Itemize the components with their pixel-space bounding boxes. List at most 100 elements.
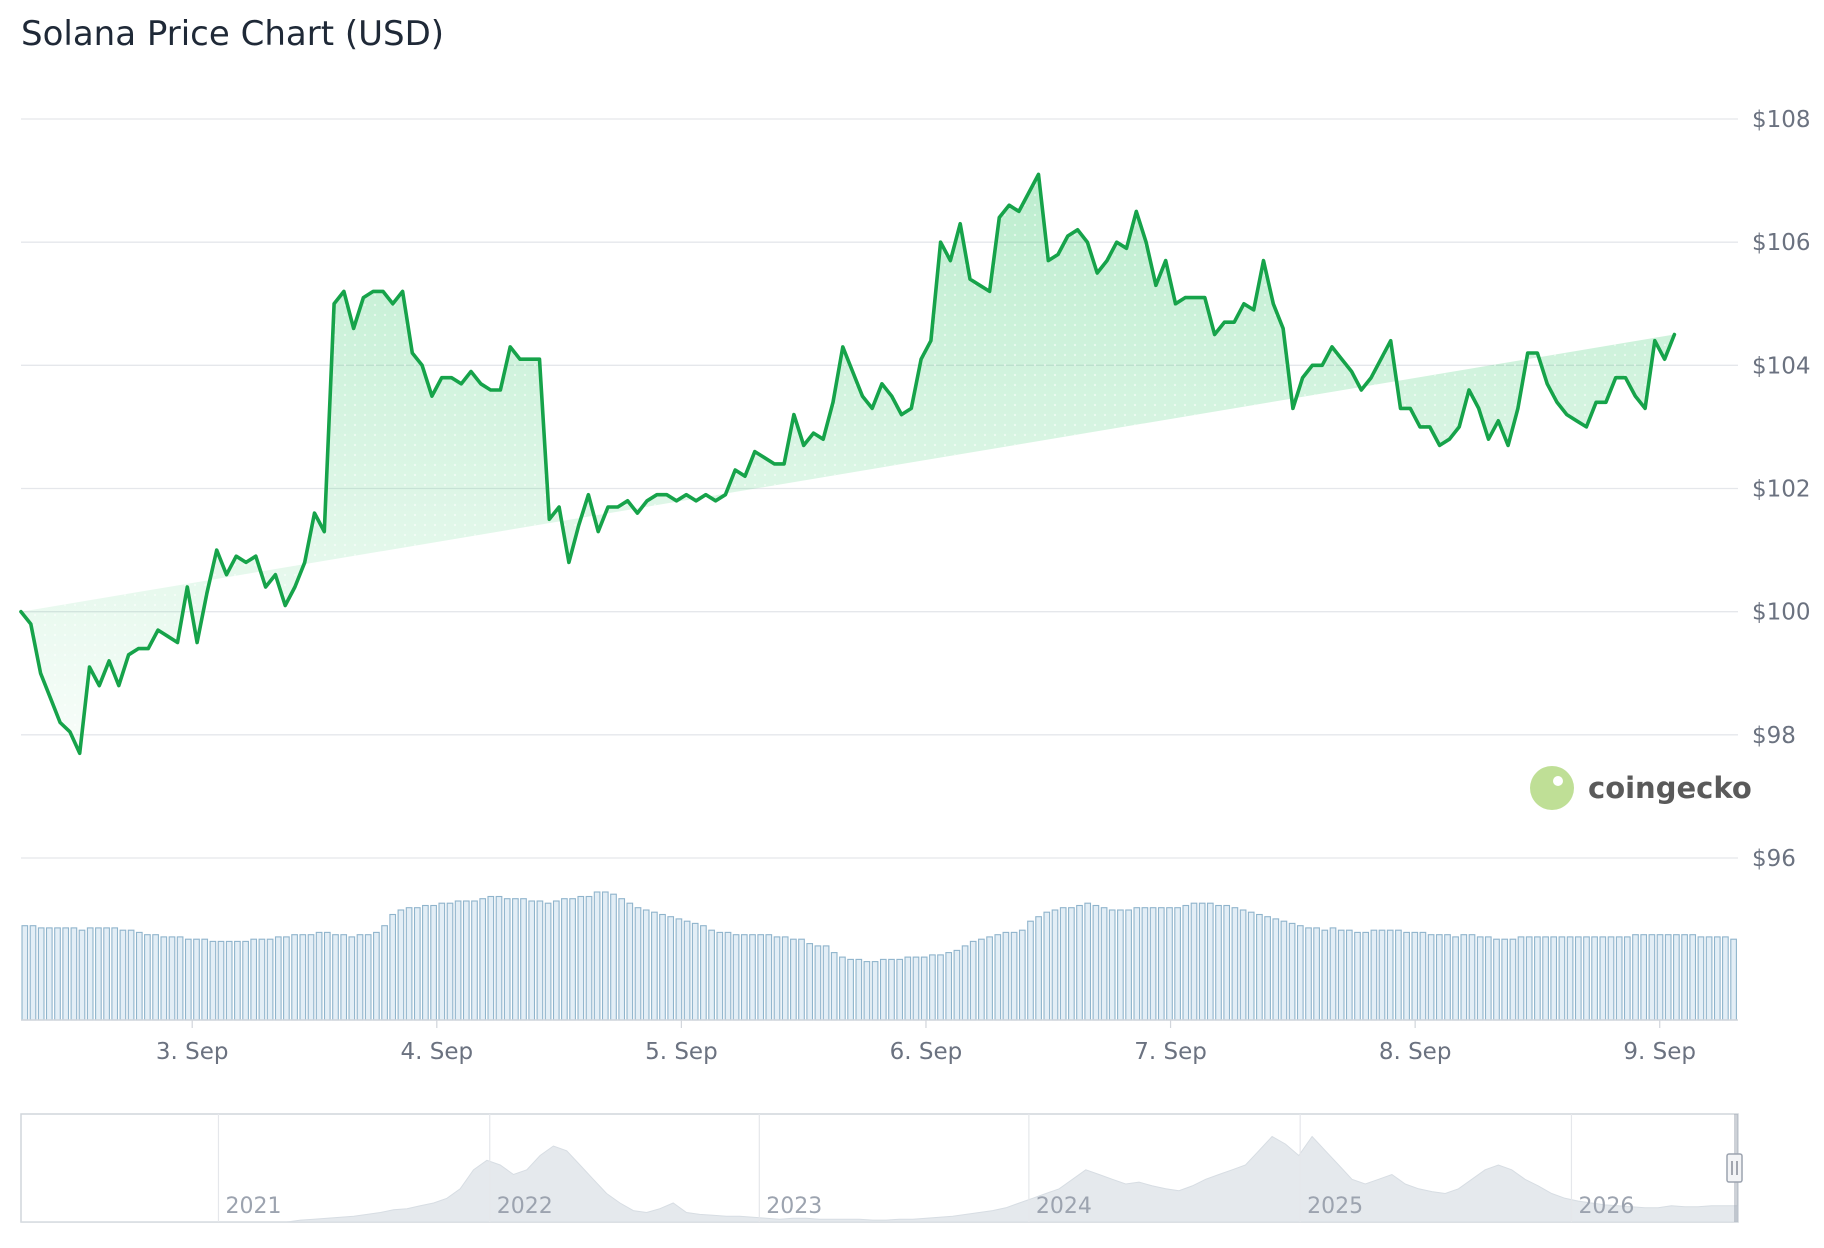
volume-bar [651,911,658,1021]
volume-bar [1664,934,1672,1021]
volume-bar [798,938,805,1021]
volume-bar [193,938,200,1021]
volume-bar [1321,929,1329,1021]
volume-bar [119,929,127,1021]
volume-bar [1010,931,1018,1021]
volume-bar [773,936,781,1021]
volume-bar [724,931,732,1021]
volume-bar [528,900,536,1021]
volume-bar [601,891,609,1021]
volume-bar [1272,918,1280,1021]
volume-bar [896,958,904,1021]
volume-bar [740,934,748,1021]
volume-bar [520,898,527,1021]
volume-bar [1182,904,1190,1021]
volume-bar [675,918,683,1021]
volume-bar [1378,929,1386,1021]
volume-bar [37,927,45,1021]
volume-bar [1354,931,1361,1021]
volume-bar [1435,934,1443,1021]
volume-bar [830,952,838,1021]
volume-bar [1027,920,1034,1021]
coingecko-logo-text: coingecko [1588,771,1752,805]
volume-bar [1157,907,1165,1021]
volume-bar [1673,934,1680,1021]
volume-bar [1525,936,1533,1021]
navigator[interactable]: 2021 2022 2023 2024 2025 2026 [20,1113,1743,1223]
grid-lines [21,118,1738,859]
y-tick-label: $104 [1752,353,1811,379]
volume-bar [266,938,274,1021]
x-tick-label: 3. Sep [156,1039,229,1065]
volume-bar [888,958,895,1021]
volume-bar [1444,934,1451,1021]
volume-bar [1084,902,1092,1021]
volume-bar [1599,936,1607,1021]
navigator-year-label: 2022 [497,1194,553,1219]
volume-bar [1313,927,1320,1021]
volume-bar [1517,936,1525,1021]
volume-bar [1108,909,1116,1021]
volume-bar [299,934,307,1021]
volume-bar [1705,936,1713,1021]
volume-bar [160,936,168,1021]
volume-bar [1043,911,1051,1021]
volume-bar [1076,904,1083,1021]
volume-bar [430,904,437,1021]
volume-bar [95,927,102,1021]
volume-bar [994,934,1002,1021]
x-tick-label: 8. Sep [1379,1039,1452,1065]
volume-bar [544,902,552,1021]
volume-bars [21,891,1737,1021]
volume-bar [1068,907,1075,1021]
volume-bar [1468,934,1476,1021]
volume-bar [790,938,797,1021]
volume-bar [413,907,421,1021]
volume-bar [512,898,519,1021]
volume-bar [1583,936,1590,1021]
volume-bar [806,943,814,1021]
volume-bar [659,913,666,1021]
volume-bar [217,940,225,1021]
volume-bar [356,934,364,1021]
volume-bar [152,934,159,1021]
volume-bar [1501,938,1509,1021]
navigator-handle[interactable] [1726,1153,1743,1183]
volume-bar [1542,936,1549,1021]
volume-bar [569,898,576,1021]
volume-bar [757,934,765,1021]
x-tick-label: 7. Sep [1134,1039,1207,1065]
navigator-year-label: 2021 [225,1194,281,1219]
volume-bar [732,934,740,1021]
volume-bar [1329,927,1337,1021]
volume-bar [1215,904,1222,1021]
volume-bar [462,900,470,1021]
volume-bar [1607,936,1615,1021]
volume-bar [626,902,634,1021]
volume-bar [454,900,462,1021]
price-area [21,174,1675,754]
y-tick-label: $100 [1752,600,1811,626]
volume-bar [381,925,388,1021]
volume-bar [1615,936,1623,1021]
volume-bar [822,945,830,1021]
volume-bar [1648,934,1656,1021]
price-area-texture [21,174,1675,754]
volume-bar [1231,907,1239,1021]
volume-bar [781,936,789,1021]
y-tick-label: $108 [1752,107,1811,133]
volume-bar [78,929,86,1021]
volume-bar [863,961,871,1021]
volume-bar [86,927,94,1021]
volume-bar [1697,936,1705,1021]
volume-bar [552,900,560,1021]
volume-bar [1550,936,1558,1021]
volume-bar [111,927,119,1021]
volume-bar [209,940,217,1021]
volume-bar [1370,929,1378,1021]
volume-bar [839,956,846,1021]
volume-bar [1419,931,1427,1021]
volume-bar [1247,911,1255,1021]
volume-bar [323,931,331,1021]
volume-bar [1345,929,1353,1021]
